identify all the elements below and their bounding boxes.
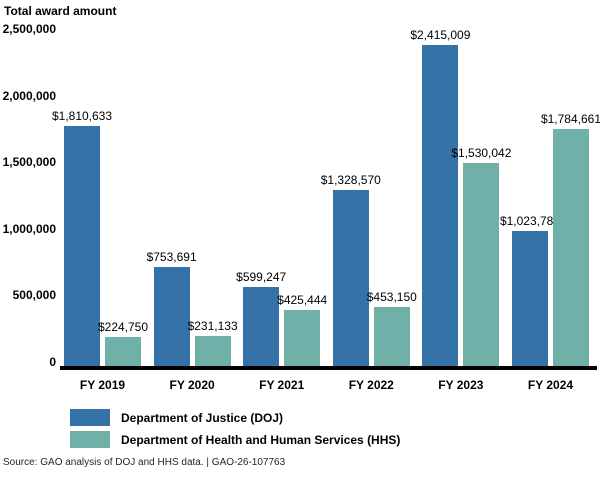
bar-doj: $1,023,783 — [500, 214, 560, 367]
bar-value-label: $753,691 — [146, 249, 197, 264]
y-tick-label: 2,500,000 — [2, 22, 56, 36]
bar-doj: $1,328,570 — [321, 173, 381, 367]
x-tick-label: FY 2024 — [527, 378, 574, 392]
legend-label-hhs: Department of Health and Human Services … — [121, 432, 401, 447]
bar-group: $1,023,783 $1,784,661 FY 2024 — [500, 34, 600, 392]
bar-group: $2,415,009 $1,530,042 FY 2023 — [410, 28, 511, 392]
bar-value-label: $1,023,783 — [499, 213, 560, 228]
plot-area: $1,810,633 $224,750 FY 2019 $753,691 $231,13… — [52, 28, 600, 392]
bar-doj: $753,691 — [147, 250, 197, 367]
x-tick-label: FY 2022 — [348, 378, 394, 392]
x-axis-baseline — [60, 366, 597, 370]
x-tick-label: FY 2021 — [259, 378, 305, 392]
bar-hhs: $1,530,042 — [451, 146, 511, 367]
bar-value-label: $1,784,661 — [540, 112, 600, 127]
bar-group: $1,810,633 $224,750 FY 2019 — [52, 34, 148, 392]
bar-value-label: $224,750 — [97, 320, 149, 335]
bar-hhs: $231,133 — [188, 319, 238, 367]
bar-value-label: $425,444 — [277, 293, 328, 308]
y-tick-label: 0 — [49, 355, 56, 369]
bar-group: $1,328,570 $453,150 FY 2022 — [321, 34, 417, 392]
bar-value-label: $453,150 — [366, 289, 417, 304]
bar-doj: $599,247 — [236, 270, 286, 367]
legend-swatch-hhs — [70, 431, 110, 448]
y-tick-label: 500,000 — [12, 288, 56, 303]
bar-hhs: $425,444 — [277, 293, 327, 367]
bar-doj: $2,415,009 — [410, 28, 470, 367]
source-line: Source: GAO analysis of DOJ and HHS data… — [3, 457, 286, 468]
bar-value-label: $1,328,570 — [320, 173, 381, 188]
y-tick-label: 1,500,000 — [2, 155, 56, 170]
bar-hhs: $1,784,661 — [541, 112, 600, 367]
bar-hhs: $453,150 — [367, 290, 417, 367]
legend: Department of Justice (DOJ) Department o… — [70, 409, 400, 453]
bar-value-label: $599,247 — [236, 270, 287, 285]
legend-label-doj: Department of Justice (DOJ) — [121, 410, 284, 425]
legend-item-doj: Department of Justice (DOJ) — [70, 409, 400, 426]
legend-item-hhs: Department of Health and Human Services … — [70, 431, 400, 448]
x-tick-label: FY 2023 — [438, 378, 484, 392]
bar-value-label: $2,415,009 — [410, 28, 471, 43]
bar-hhs: $224,750 — [98, 320, 148, 367]
chart-title: Total award amount — [4, 4, 117, 18]
y-tick-label: 2,000,000 — [2, 88, 56, 103]
y-axis: 0 500,000 1,000,000 1,500,000 2,000,000 2,500… — [0, 0, 56, 372]
bar-group: $753,691 $231,133 FY 2020 — [147, 34, 238, 392]
x-tick-label: FY 2020 — [169, 378, 215, 392]
bar-value-label: $1,810,633 — [51, 108, 113, 123]
legend-swatch-doj — [70, 409, 110, 426]
bar-doj: $1,810,633 — [52, 109, 112, 367]
bar-value-label: $1,530,042 — [451, 146, 512, 161]
y-tick-label: 1,000,000 — [2, 221, 56, 236]
x-tick-label: FY 2019 — [79, 378, 126, 392]
bar-group: $599,247 $425,444 FY 2021 — [236, 34, 327, 392]
bar-value-label: $231,133 — [187, 319, 238, 334]
